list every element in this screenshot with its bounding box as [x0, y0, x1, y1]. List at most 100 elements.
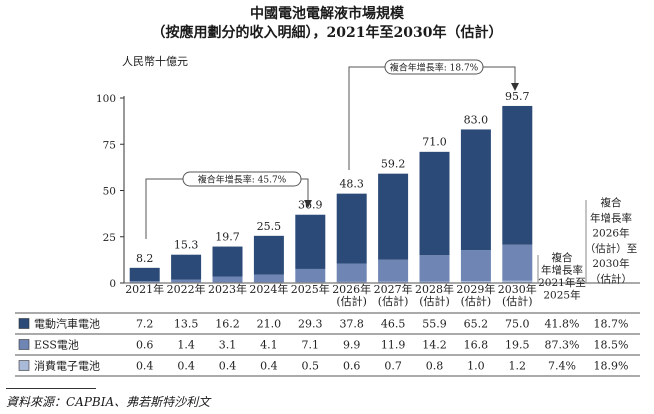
- chart-title: 中國電池電解液市場規模: [250, 6, 404, 22]
- table-cell: 65.2: [464, 318, 489, 331]
- x-tick-label: 2028年: [415, 282, 454, 296]
- bar-segment: [253, 274, 284, 283]
- table-cell: 14.2: [422, 339, 447, 352]
- cagr-pill-fcst: [384, 59, 484, 75]
- y-tick-label: 100: [96, 93, 116, 105]
- table-cell: 7.1: [302, 339, 320, 352]
- cagr-header-2026-2030: （估計）: [590, 273, 632, 286]
- bar-segment: [336, 263, 367, 282]
- bar-total-label: 19.7: [215, 231, 240, 244]
- x-tick-label: 2024年: [249, 282, 288, 296]
- table-cagr-cell: 18.7%: [594, 318, 629, 331]
- legend-label: 消費電子電池: [34, 359, 100, 373]
- cagr-pill-hist: [182, 171, 302, 187]
- table-cagr-cell: 18.5%: [594, 339, 629, 352]
- table-cell: 0.7: [384, 360, 402, 373]
- bar-segment: [336, 281, 367, 283]
- bar-segment: [295, 268, 326, 283]
- legend-swatch: [18, 360, 30, 371]
- y-axis-unit: 人民幣十億元: [122, 55, 188, 68]
- table-cell: 11.9: [381, 339, 406, 352]
- table-cell: 16.8: [464, 339, 489, 352]
- table-cell: 19.5: [505, 339, 530, 352]
- table-cagr-cell: 41.8%: [545, 318, 580, 331]
- table-cell: 75.0: [505, 318, 530, 331]
- x-tick-label: 2023年: [208, 282, 247, 296]
- table-cell: 29.3: [298, 318, 323, 331]
- cagr-header-2021-2025: 2021年至: [538, 276, 586, 289]
- x-tick-label: 2026年: [332, 282, 371, 296]
- bar-total-label: 71.0: [422, 136, 447, 149]
- y-tick-label: 25: [103, 232, 116, 244]
- bar-segment: [502, 244, 533, 281]
- bar-total-label: 59.2: [381, 157, 406, 170]
- table-cell: 0.4: [177, 360, 195, 373]
- y-tick-label: 0: [109, 278, 116, 290]
- table-cell: 0.4: [136, 360, 154, 373]
- table-cell: 4.1: [260, 339, 278, 352]
- bar-segment: [253, 235, 284, 275]
- cagr-header-2026-2030: 2026年: [592, 227, 629, 240]
- cagr-label-fcst: 複合年增長率: 18.7%: [390, 62, 479, 74]
- x-tick-label: (估計): [336, 294, 367, 308]
- table-cell: 0.4: [260, 360, 278, 373]
- bar-segment: [419, 151, 450, 256]
- bar-segment: [419, 281, 450, 283]
- table-cell: 16.2: [215, 318, 240, 331]
- bar-segment: [212, 276, 243, 283]
- table-cell: 46.5: [381, 318, 406, 331]
- bar-segment: [378, 281, 409, 283]
- x-tick-label: (估計): [502, 294, 533, 308]
- bar-segment: [502, 280, 533, 283]
- table-cell: 1.0: [467, 360, 485, 373]
- bar-segment: [460, 129, 491, 251]
- table-cagr-cell: 7.4%: [548, 360, 576, 373]
- bar-total-label: 15.3: [174, 239, 199, 252]
- source-note: 資料來源：CAPBIA、弗若斯特沙利文: [6, 395, 211, 409]
- cagr-header-2021-2025: 2025年: [543, 289, 580, 302]
- bar-total-label: 8.2: [136, 252, 154, 265]
- table-cagr-cell: 87.3%: [545, 339, 580, 352]
- bar-segment: [336, 193, 367, 264]
- stacked-bar-chart: 0 25 50 75 100 8.2 15.3 19.7 25.5 36.9 48.3 59.2 71.…: [15, 59, 640, 377]
- legend-swatch: [18, 339, 30, 350]
- x-tick-label: 2030年: [498, 282, 537, 296]
- cagr-header-2026-2030: （估計）至: [585, 242, 638, 255]
- y-tick-label: 75: [103, 139, 116, 151]
- bar-segment: [419, 255, 450, 282]
- table-cagr-cell: 18.9%: [594, 360, 629, 373]
- bar-segment: [502, 105, 533, 245]
- bar-segment: [129, 267, 160, 282]
- bar-segment: [171, 254, 202, 280]
- x-tick-label: (估計): [378, 294, 409, 308]
- table-cell: 1.4: [177, 339, 195, 352]
- bar-segment: [171, 279, 202, 283]
- table-cell: 55.9: [422, 318, 447, 331]
- table-cell: 0.6: [136, 339, 154, 352]
- x-tick-label: 2029年: [456, 282, 495, 296]
- table-cell: 7.2: [136, 318, 154, 331]
- cagr-header-2026-2030: 2030年: [592, 257, 629, 270]
- bar-segment: [378, 259, 409, 282]
- x-tick-label: (估計): [419, 294, 450, 308]
- table-cell: 0.5: [302, 360, 320, 373]
- cagr-arrow-hist: [304, 200, 312, 208]
- cagr-header-2026-2030: 複合: [601, 196, 622, 209]
- table-cell: 13.5: [174, 318, 199, 331]
- legend-label: ESS電池: [34, 339, 79, 352]
- bar-segment: [460, 281, 491, 283]
- table-cell: 3.1: [219, 339, 237, 352]
- legend-swatch: [18, 318, 30, 329]
- x-tick-label: 2022年: [167, 282, 206, 296]
- x-tick-label: 2021年: [125, 282, 164, 296]
- table-cell: 0.6: [343, 360, 361, 373]
- table-cell: 0.4: [219, 360, 237, 373]
- bar-segment: [460, 250, 491, 282]
- table-cell: 37.8: [339, 318, 364, 331]
- bar-segment: [378, 173, 409, 260]
- x-tick-label: (估計): [461, 294, 492, 308]
- source-divider: [6, 388, 96, 389]
- cagr-arrow-fcst: [511, 83, 519, 91]
- table-cell: 9.9: [343, 339, 361, 352]
- x-tick-label: 2025年: [291, 282, 330, 296]
